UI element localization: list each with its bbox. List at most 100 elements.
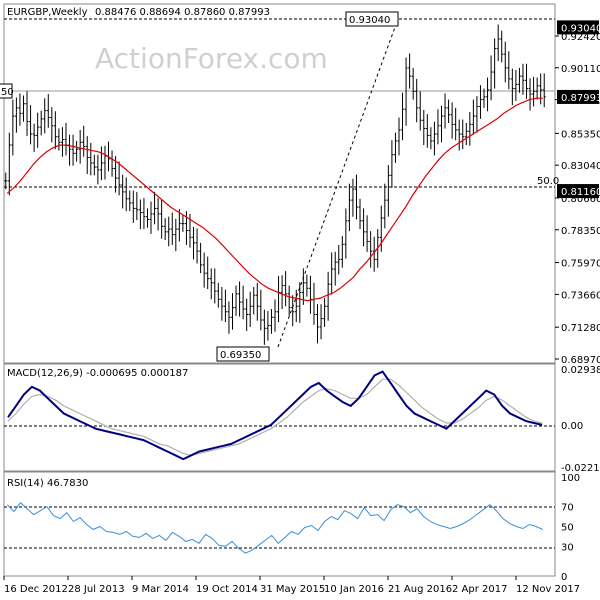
price-bar bbox=[78, 129, 82, 164]
price-bar bbox=[305, 274, 309, 297]
price-bar bbox=[475, 96, 479, 133]
date-tick-label: 10 Jan 2016 bbox=[324, 584, 384, 595]
price-bar bbox=[447, 99, 451, 124]
svg-text:0.81160: 0.81160 bbox=[561, 187, 600, 198]
price-bar bbox=[153, 191, 157, 225]
price-bar bbox=[43, 98, 47, 134]
price-bar bbox=[408, 53, 412, 89]
price-bar bbox=[156, 198, 160, 231]
price-bar bbox=[535, 77, 539, 100]
price-bar bbox=[220, 286, 224, 321]
price-bar bbox=[170, 212, 174, 245]
price-bar bbox=[457, 119, 461, 151]
price-bar bbox=[404, 57, 408, 126]
price-bar bbox=[294, 289, 298, 323]
rsi-axis: 100 70 50 30 0 bbox=[561, 473, 580, 583]
price-bar bbox=[354, 174, 358, 220]
price-bar bbox=[202, 252, 206, 288]
price-bar bbox=[326, 271, 330, 321]
price-bar bbox=[429, 127, 433, 150]
symbol-label: EURGBP,Weekly bbox=[7, 7, 88, 18]
price-bar bbox=[128, 190, 132, 212]
price-bar bbox=[287, 285, 291, 316]
price-bar bbox=[85, 136, 89, 174]
price-bar bbox=[124, 177, 128, 212]
watermark: ActionForex.com bbox=[95, 42, 328, 75]
price-tick-label: 0.68970 bbox=[561, 355, 600, 366]
price-bar bbox=[103, 145, 107, 180]
price-bar bbox=[50, 107, 54, 143]
price-tick-label: 0.83040 bbox=[561, 161, 600, 172]
price-bar bbox=[71, 134, 75, 166]
date-tick-label: 2 Apr 2017 bbox=[452, 584, 507, 595]
price-bar bbox=[216, 282, 220, 308]
price-bar bbox=[493, 38, 497, 89]
price-bar bbox=[358, 198, 362, 230]
price-bars bbox=[4, 24, 546, 345]
price-bar bbox=[131, 190, 135, 223]
price-bar bbox=[163, 218, 167, 241]
price-tick-label: 0.85350 bbox=[561, 129, 600, 140]
price-bar bbox=[393, 132, 397, 163]
price-bar bbox=[432, 121, 436, 156]
svg-text:0.87993: 0.87993 bbox=[561, 93, 600, 104]
price-bar bbox=[255, 282, 259, 321]
price-bar bbox=[7, 132, 11, 196]
macd-tick-label: 0.029387 bbox=[561, 365, 600, 376]
price-bar bbox=[230, 293, 234, 330]
svg-text:0.93040: 0.93040 bbox=[561, 23, 600, 34]
price-bar bbox=[280, 275, 284, 309]
date-tick-label: 21 Aug 2016 bbox=[388, 584, 452, 595]
price-bar bbox=[89, 142, 93, 176]
price-bar bbox=[486, 77, 490, 112]
price-bar bbox=[199, 242, 203, 274]
price-bar bbox=[542, 73, 546, 108]
date-tick-label: 16 Dec 2012 bbox=[4, 584, 68, 595]
price-bar bbox=[92, 154, 96, 176]
price-bar bbox=[450, 102, 454, 139]
price-tick-label: 0.90110 bbox=[561, 64, 600, 75]
price-bar bbox=[468, 111, 472, 146]
price-tick-label: 0.80660 bbox=[561, 194, 600, 205]
price-bar bbox=[340, 235, 344, 268]
price-bar bbox=[369, 231, 373, 268]
price-bar bbox=[351, 178, 355, 217]
price-bar bbox=[259, 289, 263, 331]
price-highlight-labels: 0.93040 0.87993 0.81160 bbox=[557, 20, 600, 199]
price-bar bbox=[507, 51, 511, 90]
price-bar bbox=[471, 99, 475, 135]
price-bar bbox=[386, 165, 390, 217]
price-bar bbox=[401, 92, 405, 141]
price-tick-label: 0.71280 bbox=[561, 323, 600, 334]
price-bar bbox=[365, 215, 369, 252]
price-bar bbox=[439, 105, 443, 143]
price-bar bbox=[248, 291, 252, 327]
date-tick-label: 31 May 2015 bbox=[260, 584, 325, 595]
price-tick-label: 0.75970 bbox=[561, 259, 600, 270]
price-bar bbox=[145, 208, 149, 228]
price-bar bbox=[316, 304, 320, 344]
rsi-line bbox=[6, 501, 543, 554]
price-bar bbox=[14, 97, 18, 133]
price-bar bbox=[514, 69, 518, 101]
price-bar bbox=[517, 67, 521, 93]
price-bar bbox=[213, 268, 217, 304]
rsi-title: RSI(14) 46.7830 bbox=[7, 478, 88, 489]
price-bar bbox=[11, 99, 15, 156]
price-bar bbox=[397, 117, 401, 156]
price-bar bbox=[539, 73, 543, 105]
price-bar bbox=[99, 146, 103, 181]
price-bar bbox=[241, 285, 245, 320]
price-bar bbox=[195, 228, 199, 264]
price-bar bbox=[528, 78, 532, 111]
price-bar bbox=[372, 236, 376, 272]
price-bar bbox=[32, 123, 36, 152]
price-bar bbox=[238, 281, 242, 317]
price-bar bbox=[323, 297, 327, 327]
price-bar bbox=[337, 244, 341, 275]
price-bar bbox=[291, 295, 295, 327]
price-bar bbox=[379, 205, 383, 252]
price-bar bbox=[82, 125, 86, 157]
price-bar bbox=[121, 174, 125, 209]
price-bar bbox=[36, 112, 40, 148]
